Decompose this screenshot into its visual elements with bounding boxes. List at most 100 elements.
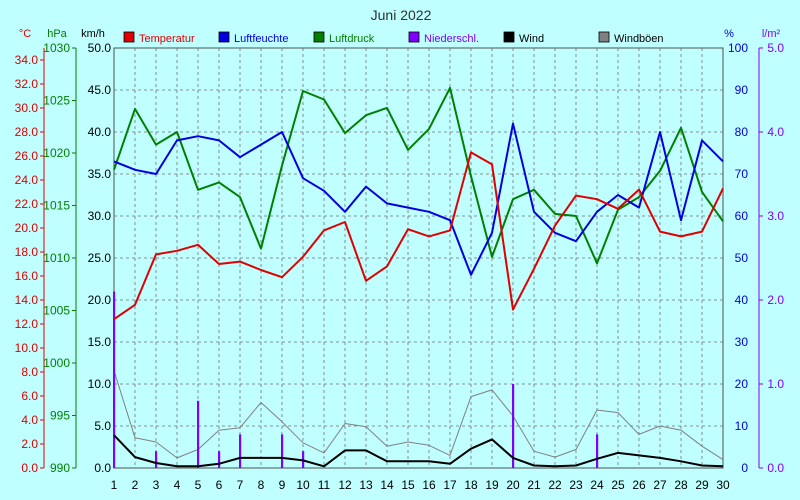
- pressure-tick-label: 1015: [43, 199, 70, 213]
- pressure-tick-label: 1010: [43, 251, 70, 265]
- wind-tick-label: 50.0: [88, 41, 112, 55]
- x-tick-label: 10: [296, 478, 310, 492]
- temperature-line: [113, 151, 724, 321]
- legend-label: Niederschl.: [424, 33, 479, 45]
- x-tick-label: 1: [111, 478, 118, 492]
- legend-label: Windböen: [614, 33, 664, 45]
- wind-tick-label: 5.0: [94, 419, 111, 433]
- x-tick-label: 17: [443, 478, 457, 492]
- pressure-tick-label: 1030: [43, 41, 70, 55]
- x-tick-label: 8: [258, 478, 265, 492]
- x-tick-label: 16: [422, 478, 436, 492]
- gust-line: [113, 370, 724, 461]
- x-tick-label: 9: [279, 478, 286, 492]
- wind-tick-label: 30.0: [88, 209, 112, 223]
- temp-tick-label: 24.0: [15, 173, 39, 187]
- precip-bar: [113, 291, 116, 468]
- temp-tick-label: 6.0: [21, 389, 38, 403]
- humidity-line: [113, 122, 724, 276]
- humidity-unit-label: %: [724, 28, 734, 40]
- precip-tick-label: 4.0: [767, 125, 784, 139]
- x-tick-label: 11: [318, 478, 331, 492]
- temp-tick-label: 26.0: [15, 149, 39, 163]
- wind-tick-label: 45.0: [88, 83, 112, 97]
- x-tick-label: 29: [695, 478, 709, 492]
- wind-tick-label: 35.0: [88, 167, 112, 181]
- humidity-tick-label: 80: [735, 125, 749, 139]
- precip-tick-label: 3.0: [767, 209, 784, 223]
- pressure-line: [113, 86, 724, 265]
- precip-unit-label: l/m²: [762, 28, 781, 40]
- legend-label: Luftdruck: [329, 33, 375, 45]
- precip-bar: [596, 434, 599, 468]
- legend-label: Temperatur: [139, 33, 195, 45]
- temp-tick-label: 10.0: [15, 341, 39, 355]
- legend-label: Wind: [519, 33, 544, 45]
- x-tick-label: 7: [237, 478, 244, 492]
- precip-bar: [281, 434, 284, 468]
- legend: Temperatur Luftfeuchte Luftdruck Niederschl…: [123, 31, 664, 45]
- legend-swatch: [408, 31, 420, 43]
- wind-unit-label: km/h: [81, 28, 105, 40]
- temp-tick-label: 4.0: [21, 413, 38, 427]
- wind-tick-label: 25.0: [88, 251, 112, 265]
- grid: [113, 47, 724, 469]
- x-tick-label: 27: [653, 478, 667, 492]
- x-tick-label: 20: [506, 478, 520, 492]
- pressure-tick-label: 995: [50, 409, 70, 423]
- x-tick-label: 15: [401, 478, 415, 492]
- plot-area: [113, 86, 724, 468]
- precip-bar: [155, 451, 158, 468]
- humidity-tick-label: 0: [741, 461, 748, 475]
- temp-tick-label: 28.0: [15, 125, 39, 139]
- wind-tick-label: 0.0: [94, 461, 111, 475]
- humidity-tick-label: 40: [735, 293, 749, 307]
- wind-tick-label: 40.0: [88, 125, 112, 139]
- pressure-tick-label: 990: [50, 461, 70, 475]
- pressure-tick-label: 1020: [43, 146, 70, 160]
- axes: 0.05.010.015.020.025.030.035.040.045.050…: [15, 41, 785, 492]
- pressure-tick-label: 1005: [43, 304, 70, 318]
- x-tick-label: 30: [716, 478, 730, 492]
- precip-tick-label: 2.0: [767, 293, 784, 307]
- precip-tick-label: 0.0: [767, 461, 784, 475]
- temp-tick-label: 2.0: [21, 437, 38, 451]
- temp-tick-label: 18.0: [15, 245, 39, 259]
- precip-tick-label: 5.0: [767, 41, 784, 55]
- wind-tick-label: 20.0: [88, 293, 112, 307]
- temp-tick-label: 12.0: [15, 317, 39, 331]
- temp-tick-label: 34.0: [15, 53, 39, 67]
- x-tick-label: 12: [338, 478, 352, 492]
- pressure-tick-label: 1000: [43, 356, 70, 370]
- wind-line: [113, 434, 724, 468]
- x-tick-label: 5: [195, 478, 202, 492]
- x-tick-label: 28: [674, 478, 688, 492]
- humidity-tick-label: 10: [735, 419, 749, 433]
- humidity-tick-label: 100: [728, 41, 748, 55]
- legend-swatch: [218, 31, 230, 43]
- x-tick-label: 2: [132, 478, 139, 492]
- humidity-tick-label: 50: [735, 251, 749, 265]
- legend-swatch: [123, 31, 135, 43]
- temp-tick-label: 32.0: [15, 77, 39, 91]
- wind-tick-label: 15.0: [88, 335, 112, 349]
- pressure-tick-label: 1025: [43, 94, 70, 108]
- x-tick-label: 23: [569, 478, 583, 492]
- x-tick-label: 22: [548, 478, 562, 492]
- x-tick-label: 21: [527, 478, 541, 492]
- x-tick-label: 19: [485, 478, 499, 492]
- temp-tick-label: 30.0: [15, 101, 39, 115]
- chart-title: Juni 2022: [371, 7, 432, 23]
- x-tick-label: 14: [380, 478, 394, 492]
- temp-tick-label: 22.0: [15, 197, 39, 211]
- precip-bar: [218, 451, 221, 468]
- pressure-unit-label: hPa: [47, 28, 67, 40]
- precip-bar: [197, 400, 200, 468]
- x-tick-label: 18: [464, 478, 478, 492]
- temp-tick-label: 0.0: [21, 461, 38, 475]
- temp-tick-label: 20.0: [15, 221, 39, 235]
- wind-tick-label: 10.0: [88, 377, 112, 391]
- humidity-tick-label: 90: [735, 83, 749, 97]
